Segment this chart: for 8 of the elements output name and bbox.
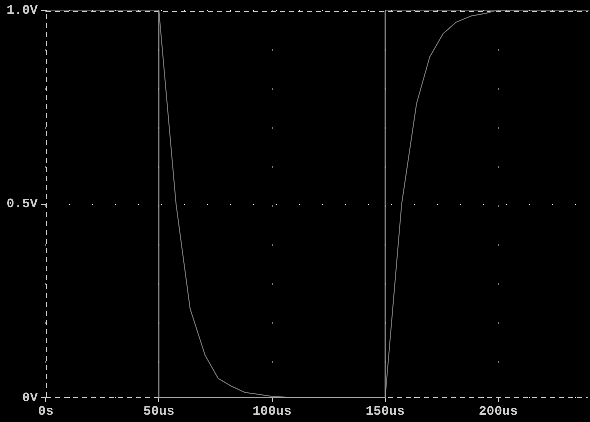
x-tick-label: 150us (366, 404, 406, 420)
x-tick-label: 0s (38, 404, 54, 420)
x-tick-label: 200us (478, 404, 518, 420)
x-tick-label: 100us (252, 404, 292, 420)
y-tick-label: 1.0V (6, 3, 38, 18)
y-tick-label: 0.5V (6, 196, 38, 212)
y-tick-label: 0V (22, 390, 38, 406)
x-tick-label: 50us (144, 404, 175, 420)
